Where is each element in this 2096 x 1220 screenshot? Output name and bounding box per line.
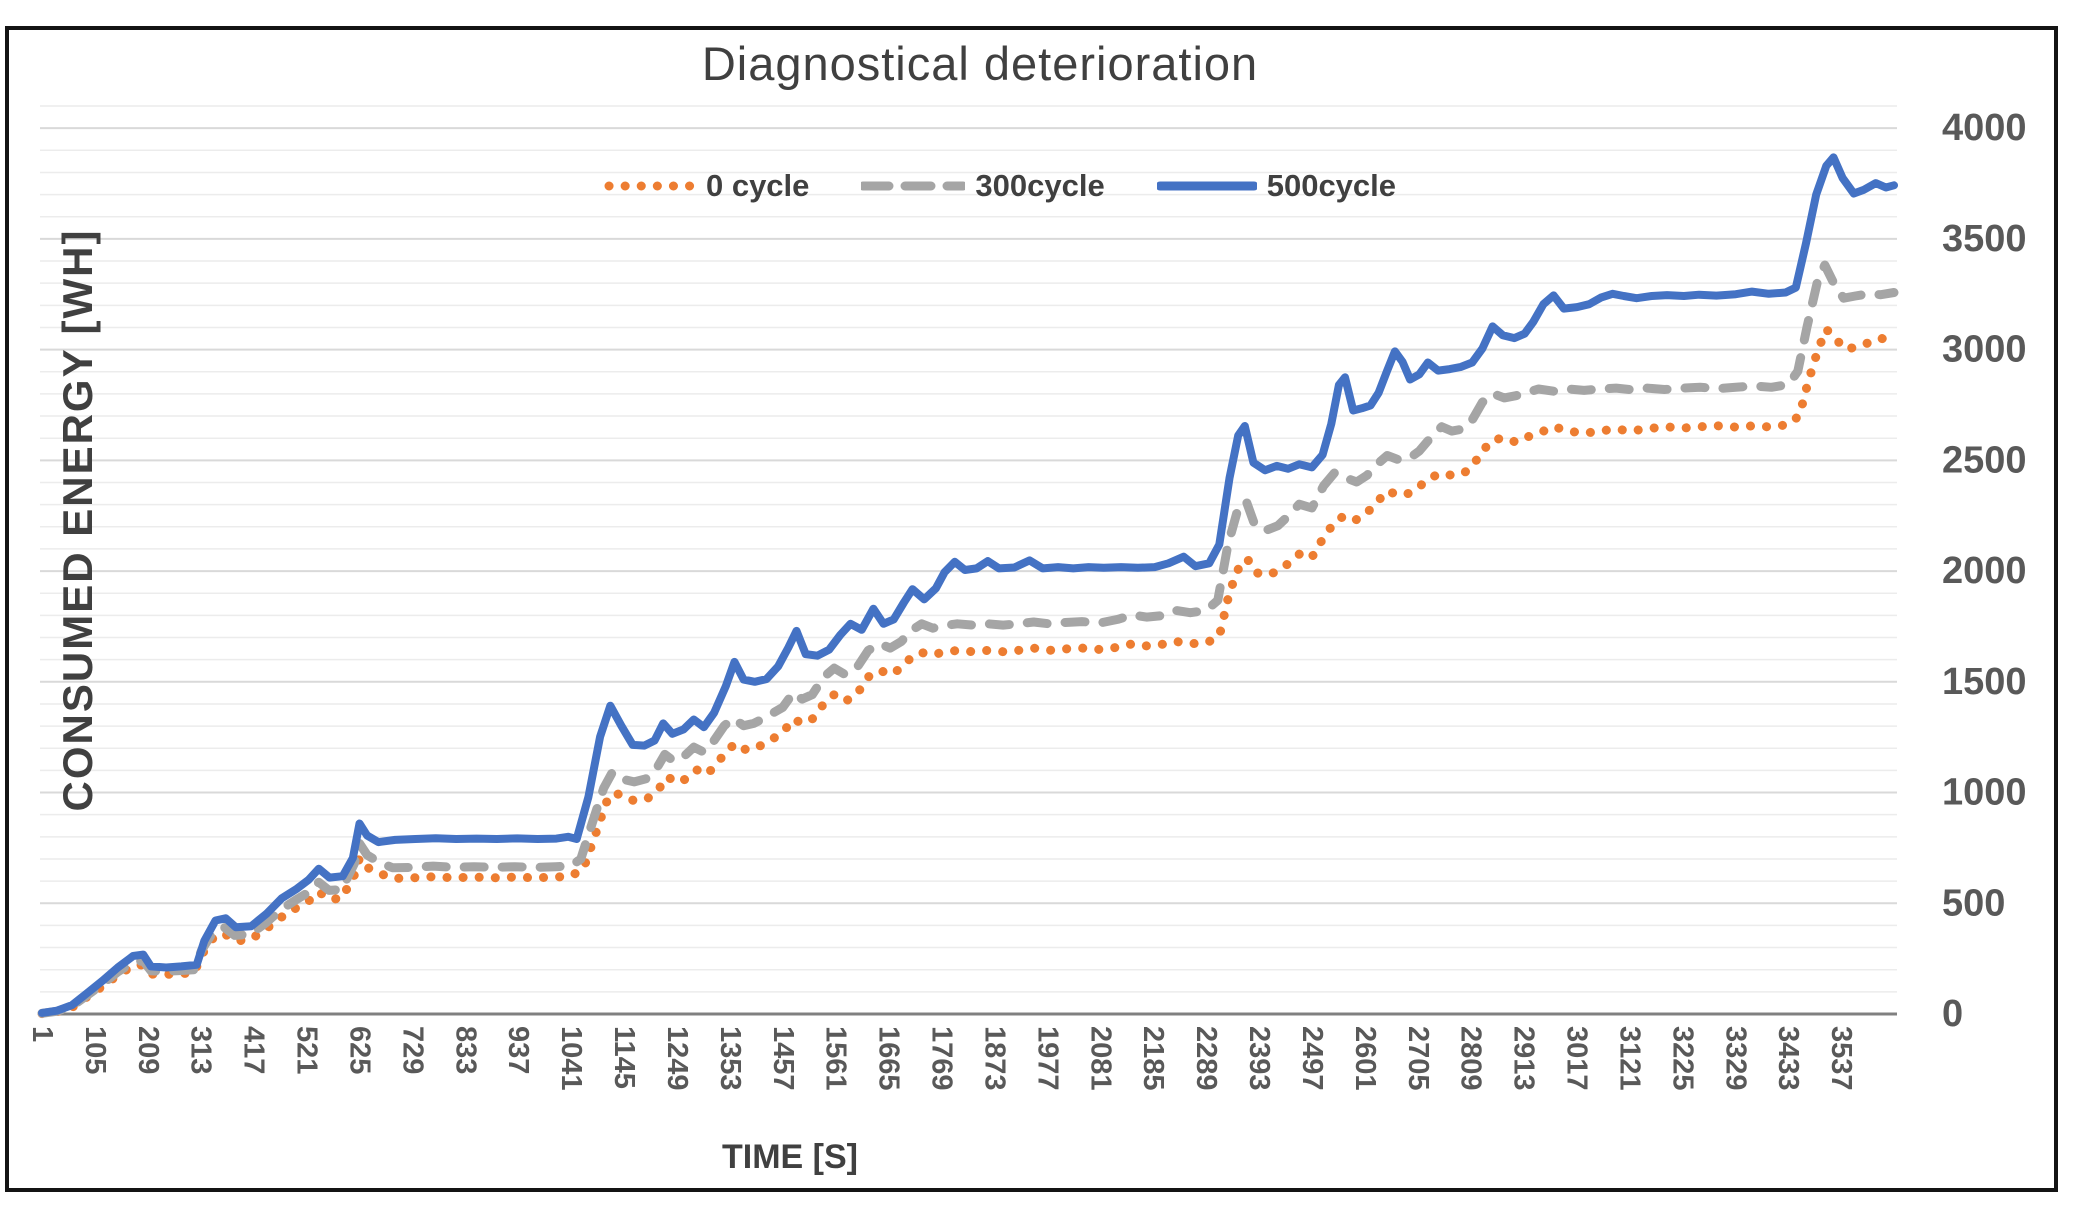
- x-tick-label: 937: [502, 1026, 534, 1074]
- y-tick-label: 3000: [1942, 329, 2027, 371]
- chart-title: Diagnostical deterioration: [701, 37, 1259, 90]
- y-axis-title: CONSUMED ENERGY [WH]: [54, 228, 101, 812]
- x-tick-label: 2497: [1296, 1026, 1328, 1091]
- x-tick-label: 3225: [1666, 1026, 1698, 1091]
- y-tick-label: 2000: [1942, 550, 2027, 592]
- x-tick-label: 1457: [767, 1026, 799, 1091]
- y-tick-label: 2500: [1942, 439, 2027, 481]
- y-tick-label: 0: [1942, 993, 1963, 1035]
- x-tick-label: 3433: [1772, 1026, 1804, 1091]
- series-300cycle: [37, 260, 1899, 1018]
- legend-marker-dashed-icon: [861, 181, 966, 191]
- y-tick-label: 4000: [1942, 107, 2027, 149]
- x-tick-label: 729: [396, 1026, 428, 1074]
- legend-label: 0 cycle: [705, 168, 810, 203]
- x-tick-label: 2393: [1243, 1026, 1275, 1091]
- x-tick-label: 209: [132, 1026, 164, 1074]
- series-500cycle: [38, 153, 1898, 1017]
- legend-item-500-cycle: 500cycle: [1156, 168, 1397, 204]
- x-tick-label: 1561: [820, 1026, 852, 1091]
- x-tick-label: 3537: [1825, 1026, 1857, 1091]
- y-tick-label: 500: [1942, 882, 2005, 924]
- x-tick-label: 1: [26, 1026, 58, 1042]
- x-tick-label: 625: [343, 1026, 375, 1074]
- x-tick-label: 1665: [873, 1026, 905, 1091]
- x-tick-label: 2809: [1455, 1026, 1487, 1091]
- x-axis-title: TIME [S]: [722, 1138, 858, 1176]
- x-tick-label: 2705: [1402, 1026, 1434, 1091]
- figure-border: [5, 26, 2058, 1192]
- x-tick-label: 2185: [1137, 1026, 1169, 1091]
- legend-marker-dotted-icon: [604, 181, 696, 191]
- x-tick-label: 1873: [978, 1026, 1010, 1091]
- x-tick-label: 521: [291, 1026, 323, 1074]
- legend-label: 300cycle: [975, 168, 1105, 203]
- legend-label: 500cycle: [1266, 168, 1397, 203]
- y-tick-label: 3500: [1942, 218, 2027, 260]
- x-tick-label: 1249: [661, 1026, 693, 1091]
- x-tick-label: 3121: [1613, 1026, 1645, 1091]
- x-tick-label: 417: [238, 1026, 270, 1074]
- series-0-cycle: [37, 324, 1899, 1019]
- y-tick-label: 1000: [1942, 772, 2027, 814]
- y-tick-label: 1500: [1942, 661, 2027, 703]
- x-tick-label: 105: [79, 1026, 111, 1074]
- x-tick-label: 2289: [1190, 1026, 1222, 1091]
- x-tick-label: 2601: [1349, 1026, 1381, 1091]
- x-tick-label: 1353: [714, 1026, 746, 1091]
- x-tick-label: 1769: [926, 1026, 958, 1091]
- x-tick-label: 3329: [1719, 1026, 1751, 1091]
- x-tick-label: 313: [185, 1026, 217, 1074]
- legend: 0 cycle 300cycle 500cycle: [0, 168, 2000, 204]
- x-tick-label: 2081: [1084, 1026, 1116, 1091]
- x-tick-label: 1977: [1031, 1026, 1063, 1091]
- x-tick-label: 2913: [1508, 1026, 1540, 1091]
- legend-item-0-cycle: 0 cycle: [604, 168, 809, 204]
- x-tick-label: 833: [449, 1026, 481, 1074]
- x-tick-label: 3017: [1561, 1026, 1593, 1091]
- legend-marker-solid-icon: [1156, 181, 1257, 191]
- x-tick-label: 1145: [608, 1026, 640, 1089]
- legend-item-300-cycle: 300cycle: [861, 168, 1105, 204]
- x-tick-label: 1041: [555, 1026, 587, 1091]
